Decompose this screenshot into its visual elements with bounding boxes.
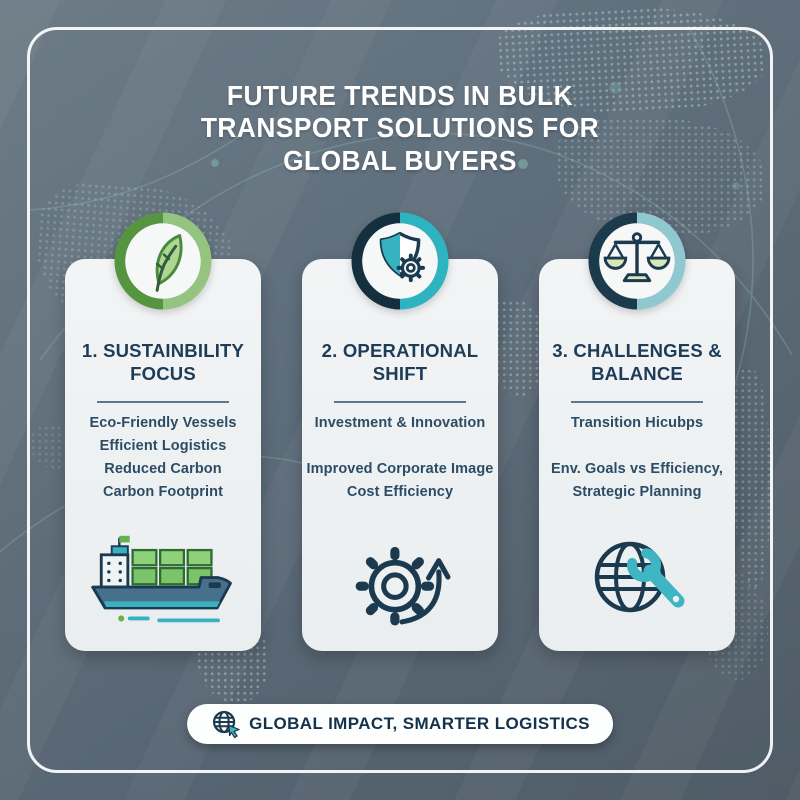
operational-badge [351,212,449,310]
card-line: Efficient Logistics [99,437,227,454]
card-title: 1. SUSTAINBILITY FOCUS [81,340,245,385]
card-line: Carbon Footprint [103,483,223,500]
card-challenges-balance: 3. CHALLENGES & BALANCE Transition Hicub… [539,259,735,651]
scales-icon [603,232,671,283]
card-line: Env. Goals vs Efficiency, [550,460,723,477]
footer-badge: GLOBAL IMPACT, SMARTER LOGISTICS [187,704,613,744]
card-line: Improved Corporate Image [306,460,494,477]
card-line [539,435,735,458]
ring-right [399,212,449,310]
card-body: Investment & Innovation Improved Corpora… [302,412,498,504]
world-map-dots [733,368,771,590]
card-illustration [539,527,735,627]
card-title: 2. OPERATIONAL SHIFT [321,340,479,385]
card-sustainability: 1. SUSTAINBILITY FOCUS Eco-Friendly Vess… [65,259,261,651]
page-title: FUTURE TRENDS IN BULK TRANSPORT SOLUTION… [200,80,600,176]
card-title: 3. CHALLENGES & BALANCE [552,340,722,385]
card-line: Cost Efficiency [346,483,454,500]
card-illustration [65,532,261,627]
divider [334,400,466,403]
divider [571,400,703,403]
ring-left [114,212,164,310]
leaf-icon [155,234,183,292]
cargo-ship-icon [91,535,232,623]
ring-right [636,212,686,310]
divider [97,400,229,403]
world-map-dots [556,118,766,236]
ring-right [162,212,212,310]
card-line: Investment & Innovation [314,414,486,431]
gear-arrow-icon [355,546,451,626]
card-illustration [302,525,498,627]
card-body: Eco-Friendly Vessels Efficient Logistics… [65,412,261,504]
card-body: Transition Hicubps Env. Goals vs Efficie… [539,412,735,504]
card-line: Eco-Friendly Vessels [89,414,237,431]
border-frame [27,27,773,773]
shield-gear-icon [379,231,425,283]
ring-left [588,212,638,310]
globe-wrench-icon [594,541,685,613]
ring-left [351,212,401,310]
card-line [302,435,498,458]
globe-cursor-icon [212,710,240,739]
card-line: Strategic Planning [572,483,702,500]
sustainability-badge [114,212,212,310]
balance-badge [588,212,686,310]
card-operational-shift: 2. OPERATIONAL SHIFT Investment & Innova… [302,259,498,651]
card-line: Reduced Carbon [104,460,222,477]
footer-label: GLOBAL IMPACT, SMARTER LOGISTICS [249,714,590,733]
card-line: Transition Hicubps [570,414,704,431]
